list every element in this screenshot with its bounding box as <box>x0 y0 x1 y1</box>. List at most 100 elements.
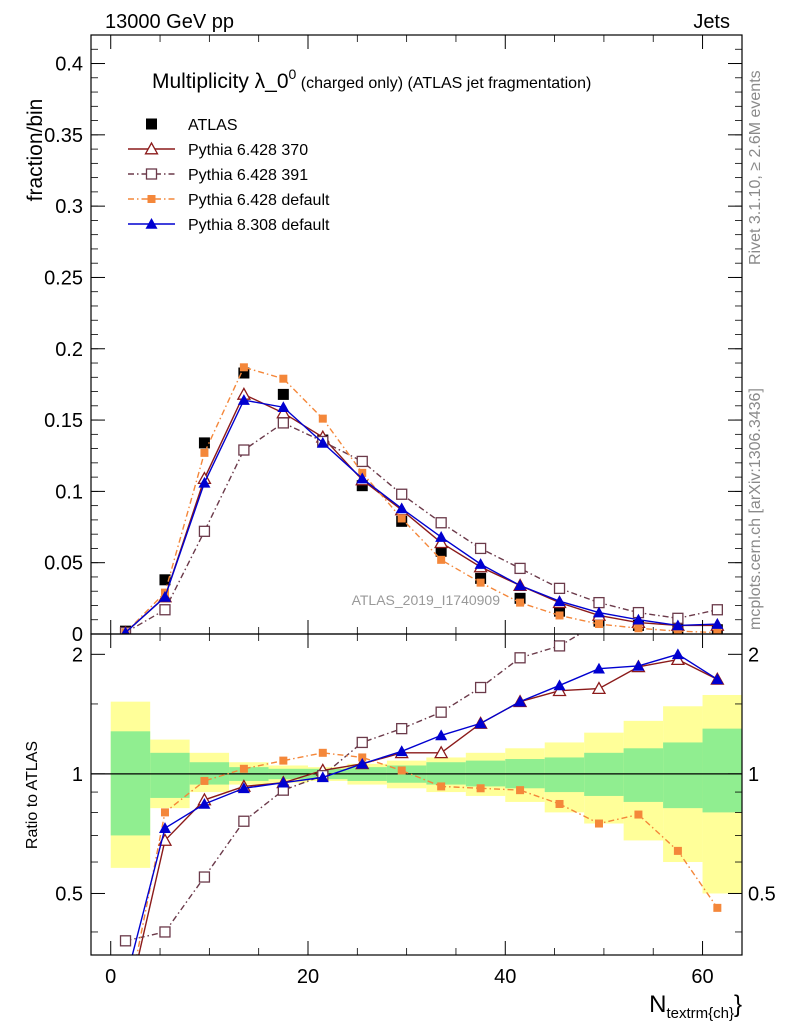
ratio-point <box>553 679 566 691</box>
ratio-point <box>514 652 526 664</box>
ratio-point <box>277 776 290 788</box>
x-tick-label: 60 <box>691 966 713 988</box>
legend-label: ATLAS <box>188 117 238 134</box>
data-point <box>198 525 211 537</box>
data-point <box>279 374 288 383</box>
data-point <box>592 606 605 618</box>
data-point <box>593 596 605 609</box>
header-right: Jets <box>693 11 730 33</box>
ratio-bands <box>110 694 742 894</box>
data-point <box>711 618 724 629</box>
y-axis-label: fraction/bin <box>24 99 47 202</box>
data-point <box>277 417 289 429</box>
x-axis-label-main: N <box>649 991 666 1018</box>
data-point <box>514 562 526 575</box>
y-tick-label: 0.3 <box>55 196 83 218</box>
series-line <box>125 393 718 634</box>
band-green-bin <box>702 728 742 813</box>
data-point <box>553 595 566 606</box>
data-point <box>158 590 171 602</box>
data-point <box>435 531 448 542</box>
data-point <box>434 535 449 549</box>
ratio-point <box>120 1007 132 1018</box>
ratio-point <box>594 819 603 828</box>
ratio-tick-label: 0.5 <box>55 883 83 905</box>
y-tick-label: 0.15 <box>44 410 83 432</box>
ratio-point <box>673 604 683 614</box>
series-4 <box>121 394 724 634</box>
ratio-point <box>120 976 132 987</box>
ratio-point <box>356 757 369 769</box>
band-green-bin <box>544 757 585 793</box>
ratio-series-4 <box>120 648 724 987</box>
x-axis-label-sub: textrm{ch} <box>666 1005 734 1022</box>
data-point <box>594 620 603 629</box>
ratio-tick-label: 2 <box>72 644 83 666</box>
ratio-point <box>634 810 643 819</box>
data-point <box>435 517 447 529</box>
data-point <box>316 436 329 448</box>
ratio-point <box>122 1009 130 1017</box>
data-point <box>356 455 368 468</box>
ratio-point <box>158 822 171 833</box>
data-point <box>396 488 408 500</box>
band-green-bin <box>110 731 151 836</box>
data-point <box>516 598 525 607</box>
legend-label: Pythia 8.308 default <box>188 217 330 234</box>
ratio-point <box>160 808 169 817</box>
data-point <box>318 414 327 423</box>
data-point <box>634 624 643 633</box>
watermark: ATLAS_2019_I1740909 <box>352 592 501 608</box>
data-point <box>671 619 684 631</box>
ratio-tick-label-right: 2 <box>748 644 759 666</box>
ratio-point <box>673 846 682 855</box>
ratio-point <box>555 799 564 808</box>
legend-marker <box>146 118 157 130</box>
ratio-point <box>514 695 527 707</box>
legend-marker <box>144 141 159 155</box>
mcplots-label: mcplots.cern.ch [arXiv:1306.3436] <box>747 388 764 630</box>
legend: ATLAS Pythia 6.428 370 Pythia 6.428 391 Pyt… <box>128 117 330 234</box>
header-left: 13000 GeV pp <box>105 11 234 33</box>
ratio-point <box>671 648 684 660</box>
y-tick-label: 0.25 <box>44 267 83 289</box>
legend-label: Pythia 6.428 391 <box>188 167 308 184</box>
chart-title: Multiplicity λ_00 (charged only) (ATLAS … <box>152 66 591 93</box>
ratio-point <box>435 729 448 741</box>
band-green-bin <box>150 752 190 798</box>
ratio-point <box>237 782 250 794</box>
main-panel: 0 0.05 0.1 0.15 0.2 0.25 0.3 0.35 0.4 ATLAS_2019_… <box>44 34 743 646</box>
data-point <box>356 472 369 484</box>
ratio-frame <box>90 633 743 956</box>
data-point <box>474 558 487 569</box>
data-point <box>356 480 368 492</box>
ratio-point <box>395 745 408 757</box>
series-line <box>125 399 718 634</box>
data-point <box>514 579 527 591</box>
data-point <box>159 574 171 586</box>
ratio-tick-label: 1 <box>72 764 83 786</box>
x-axis-label-close: } <box>734 991 742 1018</box>
ratio-panel: 0.5 0.51 12 20 20 40 60 <box>55 604 776 1018</box>
chart-title-sup: 0 <box>289 66 297 82</box>
data-point <box>395 502 408 514</box>
data-point <box>238 444 250 456</box>
ratio-point <box>198 797 211 809</box>
y-tick-label: 0 <box>72 624 83 646</box>
chart-title-rest: (charged only) (ATLAS jet fragmentation) <box>296 75 591 92</box>
ratio-point <box>396 722 408 735</box>
y-tick-label: 0.4 <box>55 54 83 76</box>
data-point <box>198 476 211 488</box>
y-tick-label: 0.35 <box>44 125 83 147</box>
data-point <box>475 572 487 584</box>
data-point <box>397 514 406 523</box>
ratio-line <box>125 634 582 942</box>
data-point <box>200 448 209 457</box>
y-tick-label: 0.1 <box>55 481 83 503</box>
legend-marker <box>145 218 158 229</box>
ratio-tick-label-right: 0.5 <box>748 883 776 905</box>
data-point <box>474 542 487 555</box>
ratio-point <box>632 659 645 671</box>
ratio-series-3 <box>122 748 722 1017</box>
